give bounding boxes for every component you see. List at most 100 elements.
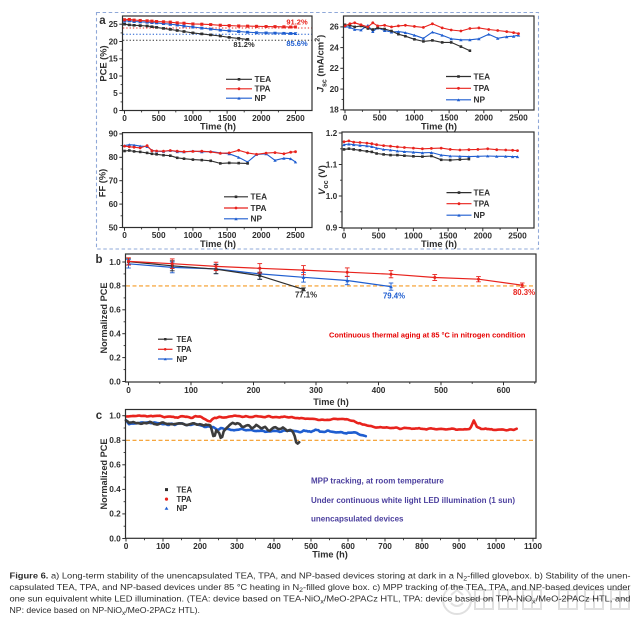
svg-text:0.0: 0.0 [109, 533, 121, 543]
svg-text:b: b [95, 254, 102, 266]
svg-text:1.0: 1.0 [109, 411, 121, 421]
svg-text:200: 200 [193, 541, 207, 551]
svg-text:NP: NP [251, 214, 263, 224]
svg-text:700: 700 [378, 541, 392, 551]
svg-text:NP: NP [177, 355, 188, 364]
svg-text:Figure 6. a) Long-term stabil: Figure 6. a) Long-term stability of the … [10, 570, 631, 582]
svg-text:TEA: TEA [251, 192, 268, 202]
svg-text:NP: NP [474, 95, 486, 105]
svg-text:c: c [96, 410, 103, 422]
svg-text:0.2: 0.2 [109, 352, 121, 362]
svg-text:TEA: TEA [177, 486, 193, 495]
svg-text:15: 15 [109, 54, 119, 64]
svg-text:0.4: 0.4 [109, 484, 121, 494]
svg-text:1000: 1000 [184, 113, 203, 123]
svg-text:0: 0 [126, 385, 131, 395]
svg-text:TEA: TEA [474, 188, 491, 198]
svg-text:0: 0 [124, 541, 129, 551]
svg-text:Voc (V): Voc (V) [317, 165, 330, 195]
svg-text:100: 100 [184, 385, 198, 395]
svg-text:2000: 2000 [252, 230, 271, 240]
svg-text:20: 20 [109, 36, 119, 46]
svg-text:Jsc (mA/cm2): Jsc (mA/cm2) [315, 35, 329, 93]
svg-text:Normalized PCE: Normalized PCE [99, 283, 109, 354]
svg-text:capsulated TEA, TPA, and NP-ba: capsulated TEA, TPA, and NP-based device… [10, 582, 631, 594]
svg-text:900: 900 [452, 541, 466, 551]
svg-text:0: 0 [122, 230, 127, 240]
svg-text:5: 5 [113, 88, 118, 98]
svg-text:Normalized PCE: Normalized PCE [99, 439, 109, 510]
svg-text:TEA: TEA [474, 71, 491, 81]
svg-text:1.1: 1.1 [326, 159, 338, 169]
svg-text:300: 300 [230, 541, 244, 551]
svg-text:1000: 1000 [487, 541, 506, 551]
svg-text:a: a [99, 15, 106, 27]
svg-text:70: 70 [109, 176, 119, 186]
svg-text:500: 500 [372, 231, 386, 241]
svg-text:100: 100 [156, 541, 170, 551]
svg-text:24: 24 [330, 42, 340, 52]
svg-text:0: 0 [342, 231, 347, 241]
svg-text:NP: NP [474, 210, 486, 220]
svg-text:500: 500 [304, 541, 318, 551]
svg-text:26: 26 [330, 22, 340, 32]
svg-text:200: 200 [247, 385, 261, 395]
svg-text:2000: 2000 [475, 113, 494, 123]
svg-text:800: 800 [415, 541, 429, 551]
svg-text:91.2%: 91.2% [286, 18, 308, 27]
svg-text:20: 20 [330, 84, 340, 94]
svg-text:NP: device based on NP-NiOx/Me: NP: device based on NP-NiOx/MeO-2PACz HT… [10, 605, 200, 617]
svg-text:PCE (%): PCE (%) [99, 45, 109, 81]
svg-text:0: 0 [343, 113, 348, 123]
svg-text:1500: 1500 [440, 113, 459, 123]
svg-text:1500: 1500 [218, 113, 237, 123]
svg-text:2500: 2500 [508, 231, 527, 241]
svg-text:TEA: TEA [177, 335, 193, 344]
svg-text:0: 0 [122, 113, 127, 123]
svg-text:TPA: TPA [474, 199, 490, 209]
svg-text:unencapsulated devices: unencapsulated devices [311, 515, 404, 524]
svg-text:0.6: 0.6 [109, 460, 121, 470]
svg-text:18: 18 [330, 105, 340, 115]
svg-text:0.0: 0.0 [109, 376, 121, 386]
svg-text:2500: 2500 [286, 230, 305, 240]
svg-text:TPA: TPA [474, 83, 490, 93]
svg-text:Time (h): Time (h) [200, 239, 236, 249]
svg-text:2000: 2000 [252, 113, 271, 123]
svg-text:1.2: 1.2 [326, 128, 338, 138]
svg-text:81.2%: 81.2% [233, 40, 255, 49]
svg-text:600: 600 [497, 385, 511, 395]
svg-text:0.9: 0.9 [326, 222, 338, 232]
svg-text:0.8: 0.8 [109, 281, 121, 291]
svg-text:1.0: 1.0 [109, 257, 121, 267]
svg-text:0.4: 0.4 [109, 329, 121, 339]
svg-text:400: 400 [372, 385, 386, 395]
svg-text:Time (h): Time (h) [421, 121, 457, 131]
svg-text:25: 25 [109, 19, 119, 29]
svg-text:500: 500 [434, 385, 448, 395]
svg-text:22: 22 [330, 63, 340, 73]
svg-text:Time (h): Time (h) [312, 550, 348, 560]
svg-text:TPA: TPA [251, 203, 267, 213]
svg-text:600: 600 [341, 541, 355, 551]
svg-text:TPA: TPA [177, 495, 192, 504]
svg-text:Time (h): Time (h) [421, 239, 457, 249]
svg-text:1000: 1000 [184, 230, 203, 240]
svg-text:300: 300 [309, 385, 323, 395]
svg-text:1100: 1100 [524, 541, 542, 551]
svg-text:MPP tracking, at room temperat: MPP tracking, at room temperature [311, 476, 444, 485]
svg-text:90: 90 [109, 129, 119, 139]
svg-text:Time (h): Time (h) [313, 397, 349, 407]
svg-text:50: 50 [109, 222, 119, 232]
svg-text:2500: 2500 [509, 113, 528, 123]
svg-text:79.4%: 79.4% [383, 292, 405, 301]
svg-text:Under continuous white light L: Under continuous white light LED illumin… [311, 496, 515, 505]
svg-text:500: 500 [373, 113, 387, 123]
svg-text:80: 80 [109, 152, 119, 162]
svg-text:1.0: 1.0 [326, 191, 338, 201]
svg-text:FF (%): FF (%) [98, 169, 108, 197]
svg-text:400: 400 [267, 541, 281, 551]
svg-text:TEA: TEA [255, 74, 272, 84]
svg-text:NP: NP [255, 93, 267, 103]
svg-text:2000: 2000 [474, 231, 493, 241]
